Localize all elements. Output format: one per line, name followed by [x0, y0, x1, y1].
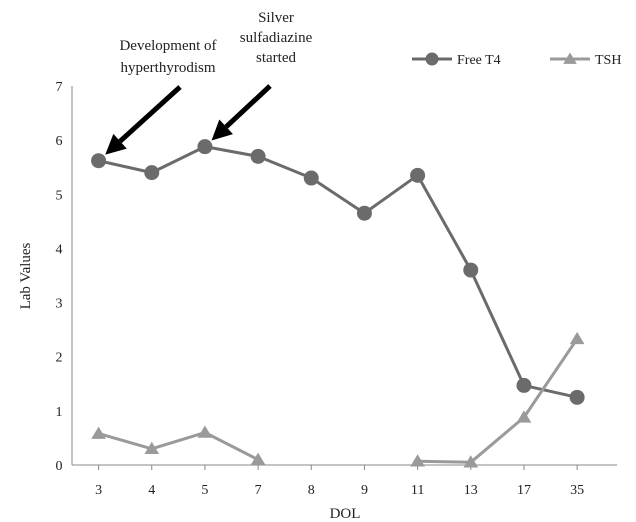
- legend-label: Free T4: [457, 53, 501, 68]
- x-tick-label: 11: [411, 483, 424, 498]
- y-tick-label: 0: [56, 459, 63, 474]
- y-tick-label: 2: [56, 351, 63, 366]
- data-point: [197, 139, 213, 155]
- y-axis-title: Lab Values: [18, 242, 34, 309]
- annotations: Development of hyperthyrodism Silver sulfad…: [105, 10, 313, 155]
- x-tick-label: 17: [517, 483, 531, 498]
- data-point: [356, 205, 372, 221]
- x-tick-label: 5: [201, 483, 208, 498]
- series-tsh: [91, 331, 585, 468]
- x-tick-label: 4: [148, 483, 155, 498]
- y-tick-label: 5: [56, 188, 63, 203]
- y-tick-label: 6: [56, 134, 63, 149]
- legend-label: TSH: [595, 53, 621, 68]
- annotation-arrow: [105, 85, 182, 155]
- y-tick-labels: 0 1 2 3 4 5 6 7: [56, 80, 63, 474]
- annotation-text: Development of hyperthyrodism: [119, 38, 216, 76]
- data-point: [410, 167, 426, 183]
- data-point: [303, 170, 319, 186]
- data-point: [250, 148, 266, 164]
- x-tick-label: 35: [570, 483, 584, 498]
- data-point: [144, 165, 160, 181]
- x-tick-label: 7: [255, 483, 262, 498]
- series-line: [98, 431, 259, 461]
- x-tick-label: 13: [464, 483, 478, 498]
- legend-marker: [425, 52, 439, 66]
- x-axis-title: DOL: [330, 506, 361, 522]
- x-tick-label: 9: [361, 483, 368, 498]
- y-tick-label: 7: [56, 80, 63, 95]
- series: [91, 139, 585, 468]
- data-point: [197, 425, 213, 438]
- data-point: [410, 454, 425, 467]
- data-point: [516, 377, 532, 393]
- data-point: [463, 455, 479, 468]
- data-point: [516, 410, 532, 423]
- data-point: [91, 153, 107, 169]
- data-point: [250, 452, 266, 465]
- series-free-t4: [91, 139, 585, 405]
- data-point: [144, 441, 160, 455]
- series-line: [98, 145, 578, 399]
- data-point: [463, 262, 479, 278]
- annotation-arrow: [211, 84, 272, 141]
- data-point: [91, 426, 106, 439]
- legend: Free T4 TSH: [412, 52, 621, 68]
- data-point: [569, 389, 585, 405]
- x-tick-label: 3: [95, 483, 102, 498]
- y-tick-label: 1: [56, 405, 63, 420]
- data-point: [569, 331, 585, 345]
- y-tick-label: 3: [56, 297, 63, 312]
- series-line: [417, 338, 579, 464]
- x-tick-labels: 3 4 5 7 8 9 11 13 17 35: [95, 465, 584, 498]
- axes: [71, 86, 617, 466]
- x-tick-label: 8: [308, 483, 315, 498]
- legend-marker: [563, 52, 577, 64]
- y-tick-label: 4: [56, 242, 63, 257]
- annotation-text: Silver sulfadiazine started: [240, 10, 313, 66]
